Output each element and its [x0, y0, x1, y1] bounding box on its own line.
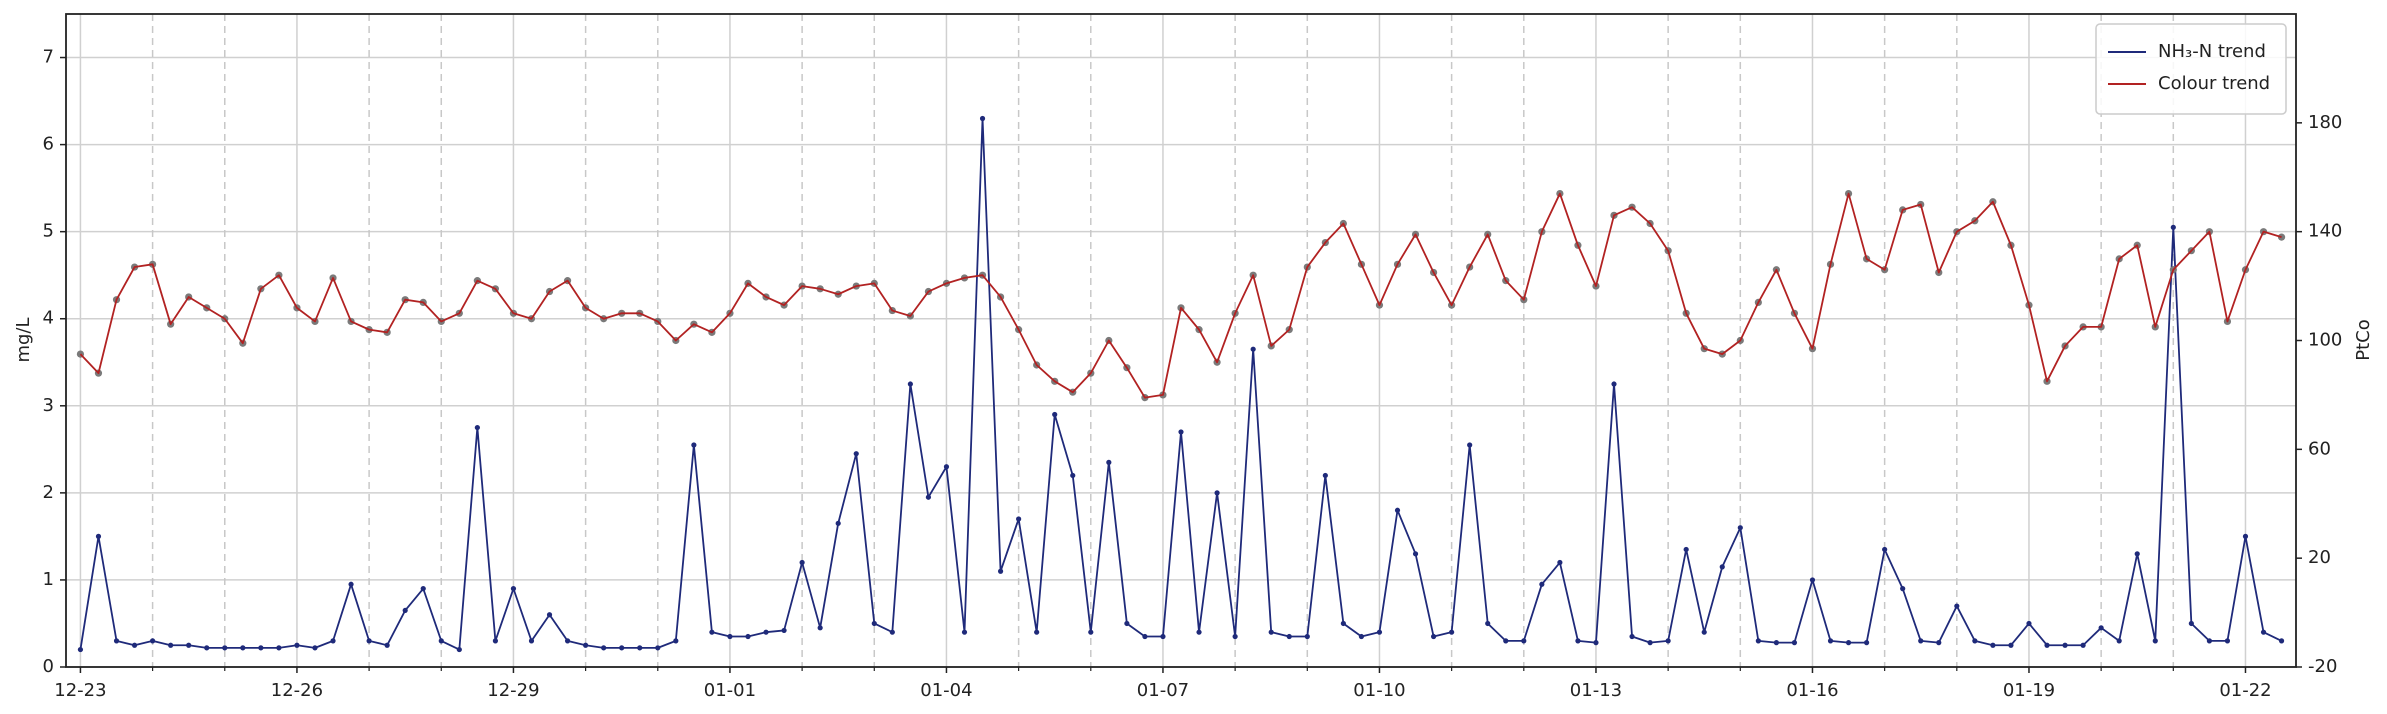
legend-label: NH₃-N trend: [2158, 41, 2266, 62]
x-tick-label: 01-22: [2219, 680, 2271, 701]
y-tick-label: 4: [43, 308, 54, 329]
y-tick-label: 7: [43, 47, 54, 68]
y-tick-label: 0: [43, 656, 54, 677]
x-tick-label: 01-16: [1786, 680, 1838, 701]
x-tick-label: 12-26: [271, 680, 323, 701]
y2-tick-label: 180: [2308, 112, 2342, 133]
plot-frame: [65, 13, 2297, 668]
y-tick-label: 2: [43, 482, 54, 503]
y-tick-label: 3: [43, 395, 54, 416]
y2-tick-label: 60: [2308, 438, 2331, 459]
y2-tick-label: -20: [2308, 656, 2337, 677]
legend-label: Colour trend: [2158, 73, 2270, 94]
x-tick-label: 12-23: [54, 680, 106, 701]
y2-tick-label: 140: [2308, 221, 2342, 242]
y-tick-label: 5: [43, 221, 54, 242]
x-tick-label: 01-13: [1570, 680, 1622, 701]
x-tick-label: 01-19: [2003, 680, 2055, 701]
series-line: [79, 117, 2282, 651]
x-tick-label: 01-07: [1137, 680, 1189, 701]
y2-tick-label: 100: [2308, 330, 2342, 351]
x-tick-label: 12-29: [487, 680, 539, 701]
y-tick-label: 6: [43, 134, 54, 155]
x-tick-label: 01-04: [920, 680, 972, 701]
legend-box: [2095, 23, 2287, 115]
series-line: [79, 192, 2282, 399]
series: [77, 115, 2285, 653]
x-tick-label: 01-10: [1353, 680, 1405, 701]
y-tick-label: 1: [43, 569, 54, 590]
y2-axis-label: PtCo: [2353, 319, 2374, 361]
series: [76, 189, 2286, 402]
x-tick-label: 01-01: [704, 680, 756, 701]
y2-tick-label: 20: [2308, 547, 2331, 568]
y-axis-label: mg/L: [13, 317, 34, 362]
